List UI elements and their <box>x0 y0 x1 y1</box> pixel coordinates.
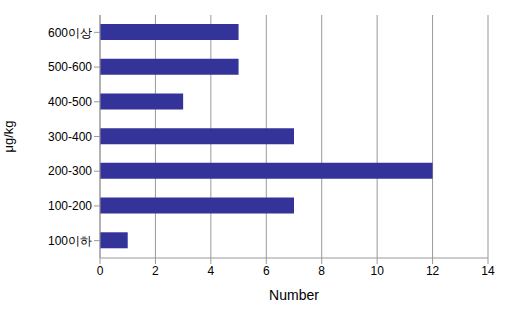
svg-text:600이상: 600이상 <box>48 26 92 40</box>
svg-text:100이하: 100이하 <box>48 234 92 248</box>
svg-text:μg/kg: μg/kg <box>8 120 16 152</box>
svg-text:300-400: 300-400 <box>48 130 92 144</box>
svg-text:12: 12 <box>426 264 440 278</box>
svg-text:4: 4 <box>208 264 215 278</box>
svg-text:6: 6 <box>263 264 270 278</box>
svg-text:2: 2 <box>152 264 159 278</box>
svg-text:500-600: 500-600 <box>48 60 92 74</box>
svg-text:10: 10 <box>370 264 384 278</box>
svg-text:14: 14 <box>481 264 495 278</box>
svg-text:8: 8 <box>318 264 325 278</box>
svg-text:0: 0 <box>97 264 104 278</box>
svg-text:Number: Number <box>269 287 319 303</box>
svg-text:400-500: 400-500 <box>48 95 92 109</box>
svg-text:100-200: 100-200 <box>48 199 92 213</box>
svg-text:200-300: 200-300 <box>48 164 92 178</box>
